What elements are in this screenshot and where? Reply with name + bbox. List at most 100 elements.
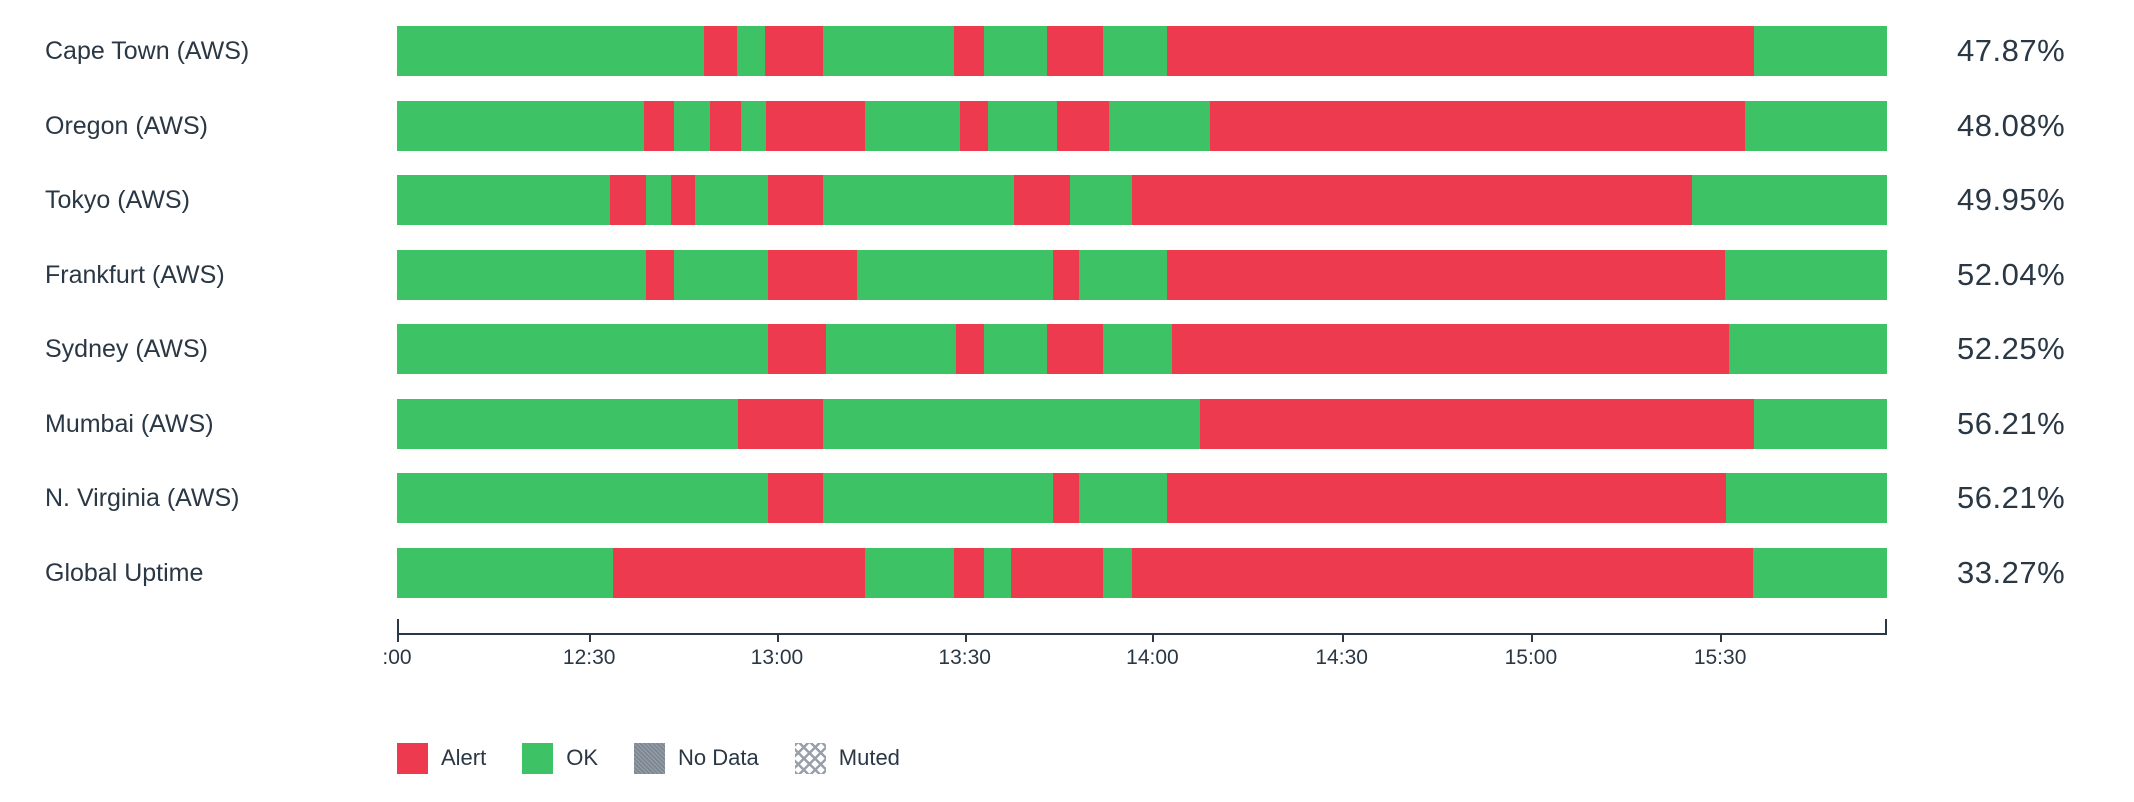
bar-segment-ok[interactable] [397, 249, 646, 300]
status-bar[interactable] [397, 473, 1887, 523]
bar-segment-ok[interactable] [988, 100, 1057, 151]
bar-segment-ok[interactable] [397, 324, 768, 374]
bar-segment-alert[interactable] [703, 26, 737, 76]
bar-segment-ok[interactable] [1691, 175, 1887, 225]
uptime-percent: 48.08% [1957, 107, 2066, 143]
status-bar[interactable] [397, 249, 1887, 300]
bar-segment-alert[interactable] [644, 100, 675, 151]
bar-segment-ok[interactable] [823, 175, 1014, 225]
bar-segment-ok[interactable] [984, 26, 1047, 76]
uptime-percent: 56.21% [1957, 480, 2066, 515]
axis-tick-label: 14:30 [1315, 645, 1368, 669]
bar-segment-ok[interactable] [736, 26, 765, 76]
bar-segment-alert[interactable] [709, 100, 742, 151]
bar-segment-ok[interactable] [1109, 100, 1211, 151]
region-label: Cape Town (AWS) [45, 37, 250, 65]
bar-segment-alert[interactable] [954, 547, 985, 598]
axis-tick-mark [1530, 632, 1533, 642]
region-label: Global Uptime [45, 558, 204, 587]
bar-segment-alert[interactable] [671, 175, 695, 225]
legend-item-muted[interactable]: Muted [794, 742, 900, 774]
bar-segment-alert[interactable] [954, 26, 985, 76]
bar-segment-alert[interactable] [645, 249, 675, 300]
legend-item-alert[interactable]: Alert [397, 742, 486, 774]
bar-segment-ok[interactable] [1103, 547, 1132, 598]
bar-segment-alert[interactable] [1013, 175, 1071, 225]
legend-item-no-data[interactable]: No Data [634, 742, 759, 774]
bar-segment-ok[interactable] [984, 324, 1047, 374]
bar-segment-ok[interactable] [823, 398, 1201, 449]
axis-tick-mark [776, 632, 779, 642]
bar-segment-ok[interactable] [1754, 398, 1887, 449]
bar-segment-ok[interactable] [1724, 249, 1887, 300]
axis-tick-label: :00 [382, 645, 412, 669]
bar-segment-alert[interactable] [1171, 324, 1729, 374]
bar-segment-ok[interactable] [1729, 324, 1887, 374]
bar-segment-ok[interactable] [1103, 26, 1168, 76]
bar-segment-ok[interactable] [674, 249, 768, 300]
bar-segment-alert[interactable] [1057, 100, 1110, 151]
bar-segment-alert[interactable] [613, 547, 865, 598]
bar-segment-alert[interactable] [1210, 100, 1746, 151]
bar-segment-alert[interactable] [766, 100, 865, 151]
bar-segment-alert[interactable] [765, 26, 824, 76]
bar-segment-ok[interactable] [397, 547, 614, 598]
muted-swatch-icon [794, 742, 826, 774]
bar-segment-ok[interactable] [1745, 100, 1887, 151]
bar-segment-alert[interactable] [1167, 26, 1755, 76]
bar-segment-ok[interactable] [1103, 324, 1172, 374]
bar-segment-alert[interactable] [1131, 175, 1692, 225]
bar-segment-alert[interactable] [1046, 324, 1104, 374]
bar-segment-ok[interactable] [826, 324, 956, 374]
no-data-swatch-icon [634, 742, 666, 774]
bar-segment-ok[interactable] [674, 100, 710, 151]
bar-segment-ok[interactable] [1079, 473, 1168, 523]
status-row: N. Virginia (AWS) 56.21% [0, 473, 2134, 523]
bar-segment-alert[interactable] [768, 324, 827, 374]
bar-segment-ok[interactable] [1754, 26, 1887, 76]
bar-segment-ok[interactable] [694, 175, 768, 225]
bar-segment-ok[interactable] [645, 175, 672, 225]
status-bar[interactable] [397, 547, 1887, 598]
status-bar[interactable] [397, 175, 1887, 225]
bar-segment-ok[interactable] [1726, 473, 1887, 523]
bar-segment-ok[interactable] [857, 249, 1053, 300]
bar-segment-ok[interactable] [397, 398, 739, 449]
bar-segment-alert[interactable] [955, 324, 985, 374]
status-bar[interactable] [397, 26, 1887, 76]
bar-segment-alert[interactable] [1167, 473, 1727, 523]
bar-segment-alert[interactable] [1052, 249, 1080, 300]
bar-segment-alert[interactable] [1167, 249, 1725, 300]
bar-segment-alert[interactable] [738, 398, 824, 449]
bar-segment-ok[interactable] [397, 473, 768, 523]
status-bar[interactable] [397, 398, 1887, 449]
status-bar[interactable] [397, 100, 1887, 151]
bar-segment-alert[interactable] [768, 473, 824, 523]
bar-segment-alert[interactable] [1200, 398, 1755, 449]
status-rows: Cape Town (AWS) 47.87% Oregon (AWS) 48.0… [0, 26, 2134, 598]
bar-segment-alert[interactable] [767, 249, 858, 300]
bar-segment-alert[interactable] [1046, 26, 1104, 76]
bar-segment-alert[interactable] [1010, 547, 1104, 598]
bar-segment-alert[interactable] [767, 175, 824, 225]
bar-segment-ok[interactable] [1070, 175, 1132, 225]
bar-segment-alert[interactable] [610, 175, 646, 225]
bar-segment-ok[interactable] [864, 547, 955, 598]
status-bar[interactable] [397, 324, 1887, 374]
bar-segment-ok[interactable] [864, 100, 961, 151]
bar-segment-ok[interactable] [741, 100, 767, 151]
bar-segment-ok[interactable] [984, 547, 1011, 598]
uptime-percent: 52.04% [1957, 256, 2066, 292]
bar-segment-ok[interactable] [823, 473, 1053, 523]
bar-segment-ok[interactable] [397, 175, 611, 225]
bar-segment-ok[interactable] [823, 26, 955, 76]
bar-segment-ok[interactable] [397, 26, 704, 76]
bar-segment-alert[interactable] [960, 100, 989, 151]
bar-segment-ok[interactable] [1079, 249, 1168, 300]
bar-segment-ok[interactable] [397, 100, 645, 151]
bar-segment-alert[interactable] [1131, 547, 1753, 598]
region-label: Oregon (AWS) [45, 111, 209, 140]
bar-segment-ok[interactable] [1752, 547, 1887, 598]
bar-segment-alert[interactable] [1052, 473, 1080, 523]
legend-item-ok[interactable]: OK [522, 742, 598, 774]
